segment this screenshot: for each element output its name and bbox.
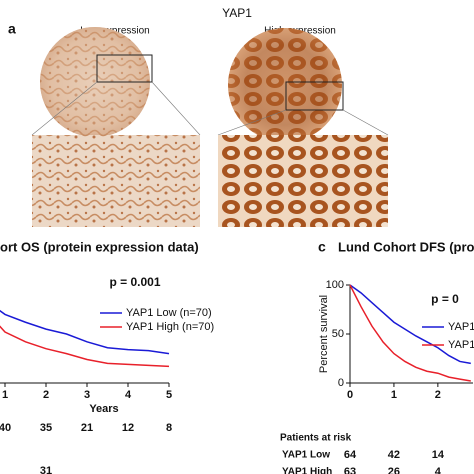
at-risk-count: 26 bbox=[388, 466, 400, 474]
at-risk-count: 40 bbox=[0, 422, 11, 434]
risk-label: Patients at risk bbox=[280, 433, 352, 444]
at-risk-count: 31 bbox=[40, 465, 52, 474]
survival-curve bbox=[0, 325, 170, 368]
legend-label: YAP1 bbox=[448, 321, 474, 333]
at-risk-count: 12 bbox=[122, 422, 134, 434]
x-axis-label: Years bbox=[89, 403, 118, 415]
survival-curve bbox=[0, 309, 170, 355]
survival-curve bbox=[349, 284, 471, 382]
x-tick-label: 2 bbox=[435, 389, 441, 401]
panel-label: a bbox=[8, 21, 16, 37]
risk-row-label: YAP1 Low bbox=[282, 450, 330, 461]
annotation: p = 0.001 bbox=[109, 275, 160, 289]
x-tick-label: 4 bbox=[125, 389, 132, 401]
y-axis-label: Percent survival bbox=[318, 295, 330, 373]
legend-label: YAP1 High (n=70) bbox=[126, 321, 214, 333]
at-risk-count: 35 bbox=[40, 422, 52, 434]
x-tick-label: 0 bbox=[347, 389, 353, 401]
x-tick-label: 1 bbox=[2, 389, 8, 401]
at-risk-count: 4 bbox=[435, 466, 442, 474]
at-risk-count: 64 bbox=[344, 449, 357, 461]
at-risk-count: 14 bbox=[432, 449, 445, 461]
panel-label: c bbox=[318, 239, 326, 255]
legend-label: YAP1 Low (n=70) bbox=[126, 307, 212, 319]
at-risk-count: 21 bbox=[81, 422, 93, 434]
y-tick-label: 100 bbox=[326, 279, 344, 291]
x-tick-label: 3 bbox=[84, 389, 90, 401]
x-tick-label: 5 bbox=[166, 389, 172, 401]
legend-label: YAP1 bbox=[448, 339, 474, 351]
y-tick-label: 50 bbox=[332, 328, 344, 340]
micrographs bbox=[31, 27, 389, 227]
figure-title: YAP1 bbox=[222, 6, 252, 20]
x-tick-label: 2 bbox=[43, 389, 49, 401]
chart-title: Lund Cohort DFS (protei bbox=[338, 239, 474, 254]
risk-row-label: YAP1 High bbox=[282, 467, 332, 474]
x-tick-label: 1 bbox=[391, 389, 397, 401]
at-risk-count: 42 bbox=[388, 449, 400, 461]
at-risk-count: 63 bbox=[344, 466, 356, 474]
at-risk-count: 8 bbox=[166, 422, 172, 434]
chart-title: ort OS (protein expression data) bbox=[0, 239, 199, 254]
annotation: p = 0 bbox=[431, 292, 459, 306]
survival-curve bbox=[349, 284, 471, 365]
y-tick-label: 0 bbox=[338, 377, 344, 389]
